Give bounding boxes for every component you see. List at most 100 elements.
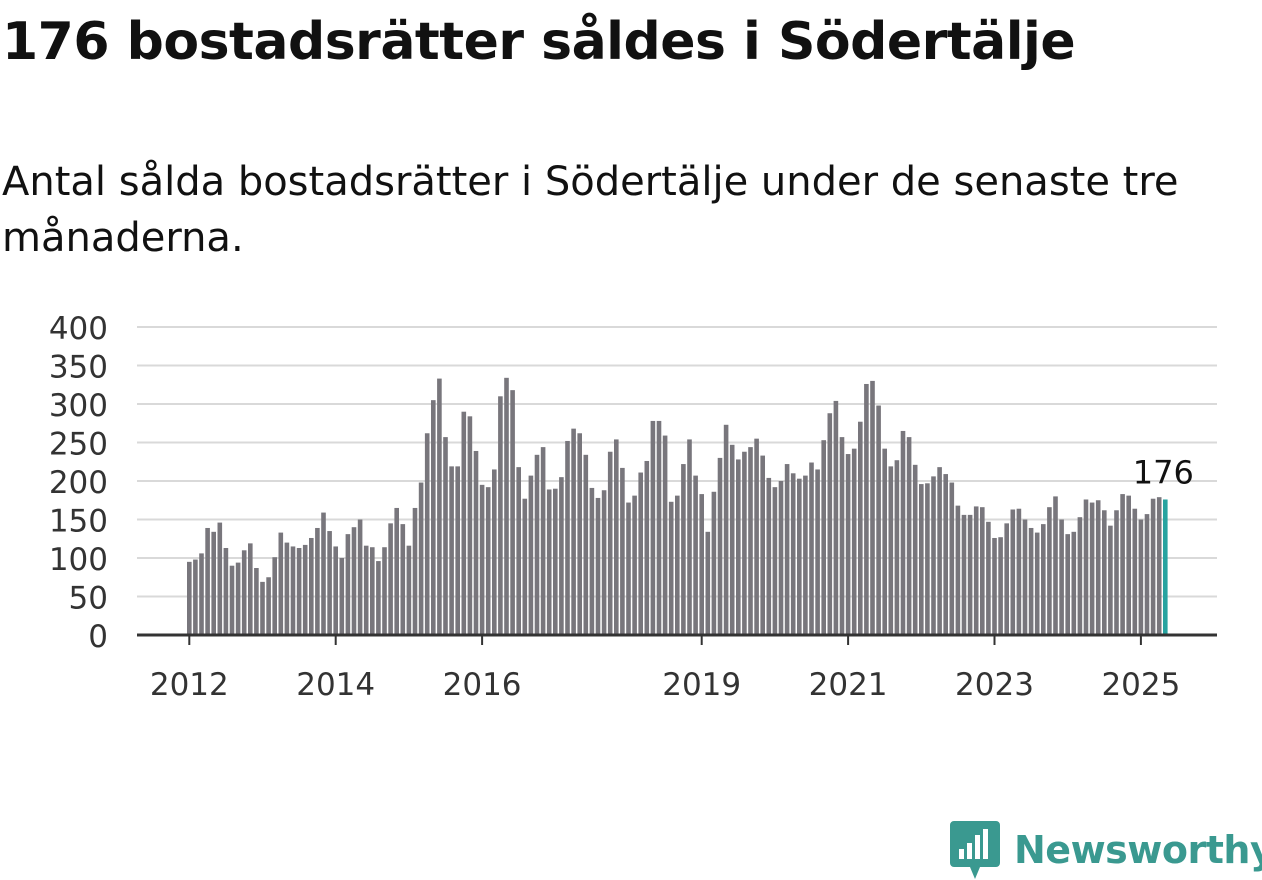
bar (589, 487, 595, 635)
bar (626, 502, 631, 635)
bar (235, 562, 241, 635)
bar (431, 400, 436, 635)
x-tick-label: 2014 (296, 667, 375, 703)
bar (760, 455, 765, 635)
y-tick-label: 50 (69, 581, 108, 617)
bar (699, 494, 704, 635)
bar (1041, 524, 1046, 635)
bar (681, 464, 686, 635)
bar (949, 482, 955, 635)
bar (516, 467, 521, 635)
bar (553, 488, 558, 635)
bar (864, 383, 869, 635)
bar (1083, 499, 1089, 635)
y-tick-label: 0 (88, 619, 108, 655)
bar (925, 483, 930, 635)
bar (656, 420, 662, 635)
bar (540, 447, 546, 635)
bar (858, 421, 863, 635)
bar (302, 544, 308, 635)
bar (742, 451, 747, 635)
x-tick-label: 2012 (150, 667, 229, 703)
bar (601, 490, 607, 635)
bar (382, 547, 387, 635)
bar (211, 531, 216, 635)
bar (309, 537, 314, 635)
bar (1089, 502, 1095, 635)
bar (595, 497, 601, 635)
bar (1120, 494, 1125, 635)
bar (876, 405, 881, 635)
bar (937, 467, 942, 635)
bar (845, 454, 851, 635)
bar (675, 495, 680, 635)
bar (583, 454, 589, 635)
bar (1132, 508, 1138, 635)
bar (1138, 519, 1144, 635)
bar (199, 553, 204, 635)
bar (931, 476, 936, 635)
bar (510, 390, 515, 635)
bar (986, 521, 991, 635)
bar (827, 413, 833, 635)
bar (229, 565, 235, 635)
bar (248, 543, 253, 635)
bar (424, 433, 430, 635)
y-tick-label: 300 (49, 388, 108, 424)
bar (1126, 495, 1131, 635)
bar (980, 507, 985, 635)
bar (376, 561, 381, 635)
y-tick-label: 400 (49, 311, 108, 347)
y-tick-label: 150 (49, 504, 108, 540)
bar (973, 506, 979, 635)
x-tick-label: 2016 (443, 667, 522, 703)
bar (919, 484, 924, 635)
bar (455, 466, 460, 635)
bar (693, 475, 698, 635)
bar (955, 505, 961, 635)
bar (1108, 525, 1113, 635)
bar (565, 440, 570, 635)
bar (772, 487, 778, 635)
bar (778, 481, 784, 635)
bar (504, 377, 509, 635)
bar (668, 501, 674, 635)
bar (443, 437, 448, 635)
bar (638, 472, 643, 635)
bar (321, 512, 326, 635)
bar (522, 498, 528, 635)
bar (998, 537, 1003, 635)
bar (992, 537, 997, 635)
bar (1102, 510, 1107, 635)
bar (363, 545, 369, 635)
bar (284, 542, 290, 635)
bar (479, 484, 485, 635)
bar (839, 437, 845, 635)
bar (418, 482, 424, 635)
bar (577, 433, 582, 635)
bar (333, 546, 338, 635)
bar (315, 527, 320, 635)
bar (961, 514, 967, 635)
bar (449, 466, 454, 635)
bar (632, 495, 637, 635)
bar (803, 475, 808, 635)
bar (711, 491, 717, 635)
bar (790, 473, 796, 635)
bar (614, 439, 619, 635)
bar (766, 477, 772, 635)
bar (1065, 534, 1070, 635)
bar (412, 507, 418, 635)
bar (437, 378, 442, 635)
bar (729, 444, 735, 635)
chart-subtitle: Antal sålda bostadsrätter i Södertälje u… (2, 159, 1179, 261)
bar (254, 568, 259, 635)
y-tick-label: 100 (49, 542, 108, 578)
bar (1053, 496, 1058, 635)
bar (492, 469, 497, 635)
bar (912, 464, 918, 635)
bar (1047, 507, 1052, 635)
bar (223, 547, 229, 635)
bar (1071, 531, 1077, 635)
bar (473, 450, 479, 635)
